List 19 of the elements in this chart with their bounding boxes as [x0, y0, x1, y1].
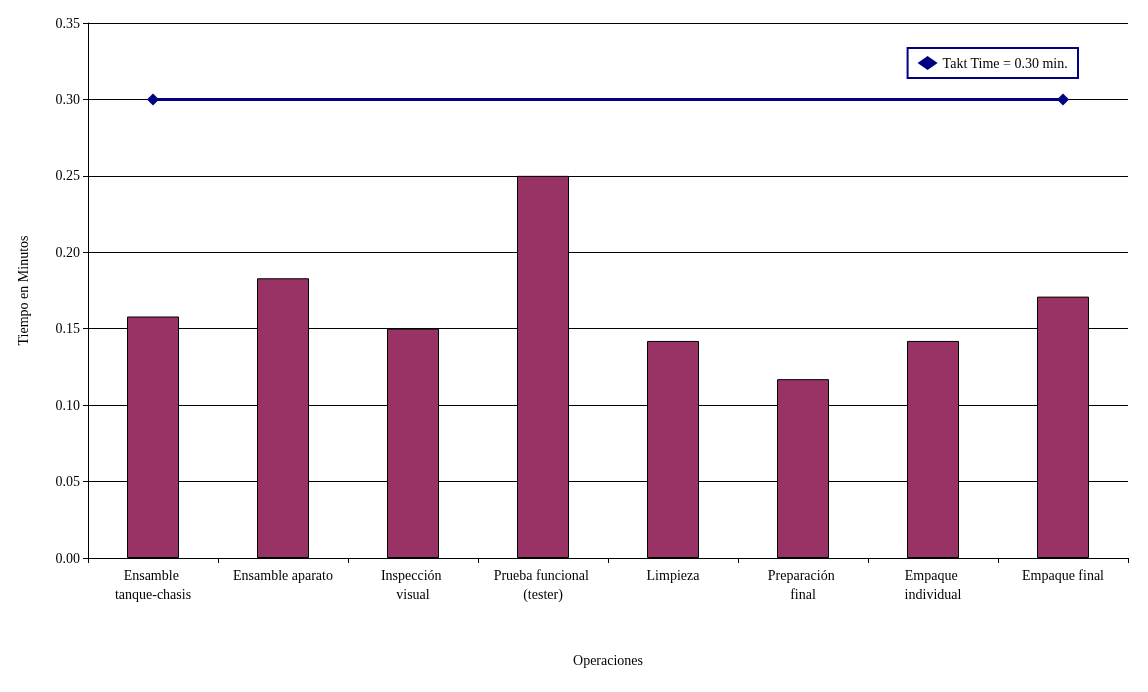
x-axis-title: Operaciones	[573, 652, 643, 668]
x-tick-label: Prueba funcional (tester)	[493, 568, 593, 603]
x-tick-label: Limpieza	[646, 568, 701, 583]
y-tick-label: 0.20	[55, 244, 80, 260]
x-tick-label: Inspección visual	[380, 568, 446, 602]
legend-label: Takt Time = 0.30 min.	[942, 55, 1068, 71]
y-axis-title: Tiempo en Minutos	[15, 235, 31, 346]
x-tick-label: Empaque final	[1021, 568, 1105, 583]
x-tick-label: Ensamble tanque-chasis	[114, 568, 192, 602]
y-tick-label: 0.15	[55, 321, 80, 337]
y-tick-label: 0.35	[55, 15, 80, 31]
x-tick-label: Ensamble aparato	[233, 568, 333, 583]
y-tick-label: 0.10	[55, 397, 80, 413]
y-tick-label: 0.25	[55, 168, 80, 184]
y-tick-label: 0.05	[55, 474, 80, 490]
x-tick-label: Empaque individual	[904, 568, 962, 602]
x-tick-label: Preparación final	[767, 568, 839, 602]
y-tick-label: 0.30	[55, 91, 80, 107]
y-tick-label: 0.00	[55, 550, 80, 566]
